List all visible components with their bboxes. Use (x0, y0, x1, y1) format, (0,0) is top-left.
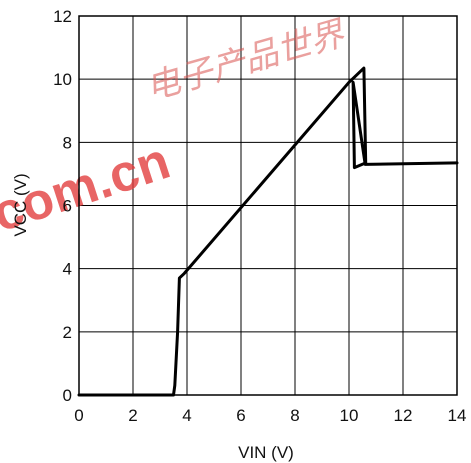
plot-frame (78, 15, 458, 396)
tick-labels: 0 2 4 6 8 10 12 14 0 2 4 6 8 10 12 (53, 7, 466, 425)
x-tick-label: 12 (394, 406, 413, 425)
y-tick-label: 12 (53, 7, 72, 26)
x-tick-label: 6 (236, 406, 245, 425)
series-line (77, 66, 459, 397)
y-axis-label: VCC (V) (11, 173, 30, 236)
y-tick-label: 10 (53, 70, 72, 89)
y-tick-label: 8 (63, 133, 72, 152)
x-tick-label: 0 (74, 406, 83, 425)
x-tick-label: 10 (340, 406, 359, 425)
watermark: 电子产品世界 com.cn (0, 13, 351, 243)
series-layer (77, 66, 459, 397)
x-tick-label: 14 (448, 406, 467, 425)
y-tick-label: 0 (63, 386, 72, 405)
x-tick-label: 4 (182, 406, 191, 425)
y-tick-label: 4 (63, 260, 72, 279)
y-tick-label: 2 (63, 323, 72, 342)
x-tick-label: 2 (128, 406, 137, 425)
x-axis-label: VIN (V) (238, 443, 294, 462)
watermark-cjk-text: 电子产品世界 (141, 13, 350, 108)
y-tick-label: 6 (63, 197, 72, 216)
axes (78, 15, 458, 396)
grid (78, 15, 458, 396)
x-tick-label: 8 (290, 406, 299, 425)
